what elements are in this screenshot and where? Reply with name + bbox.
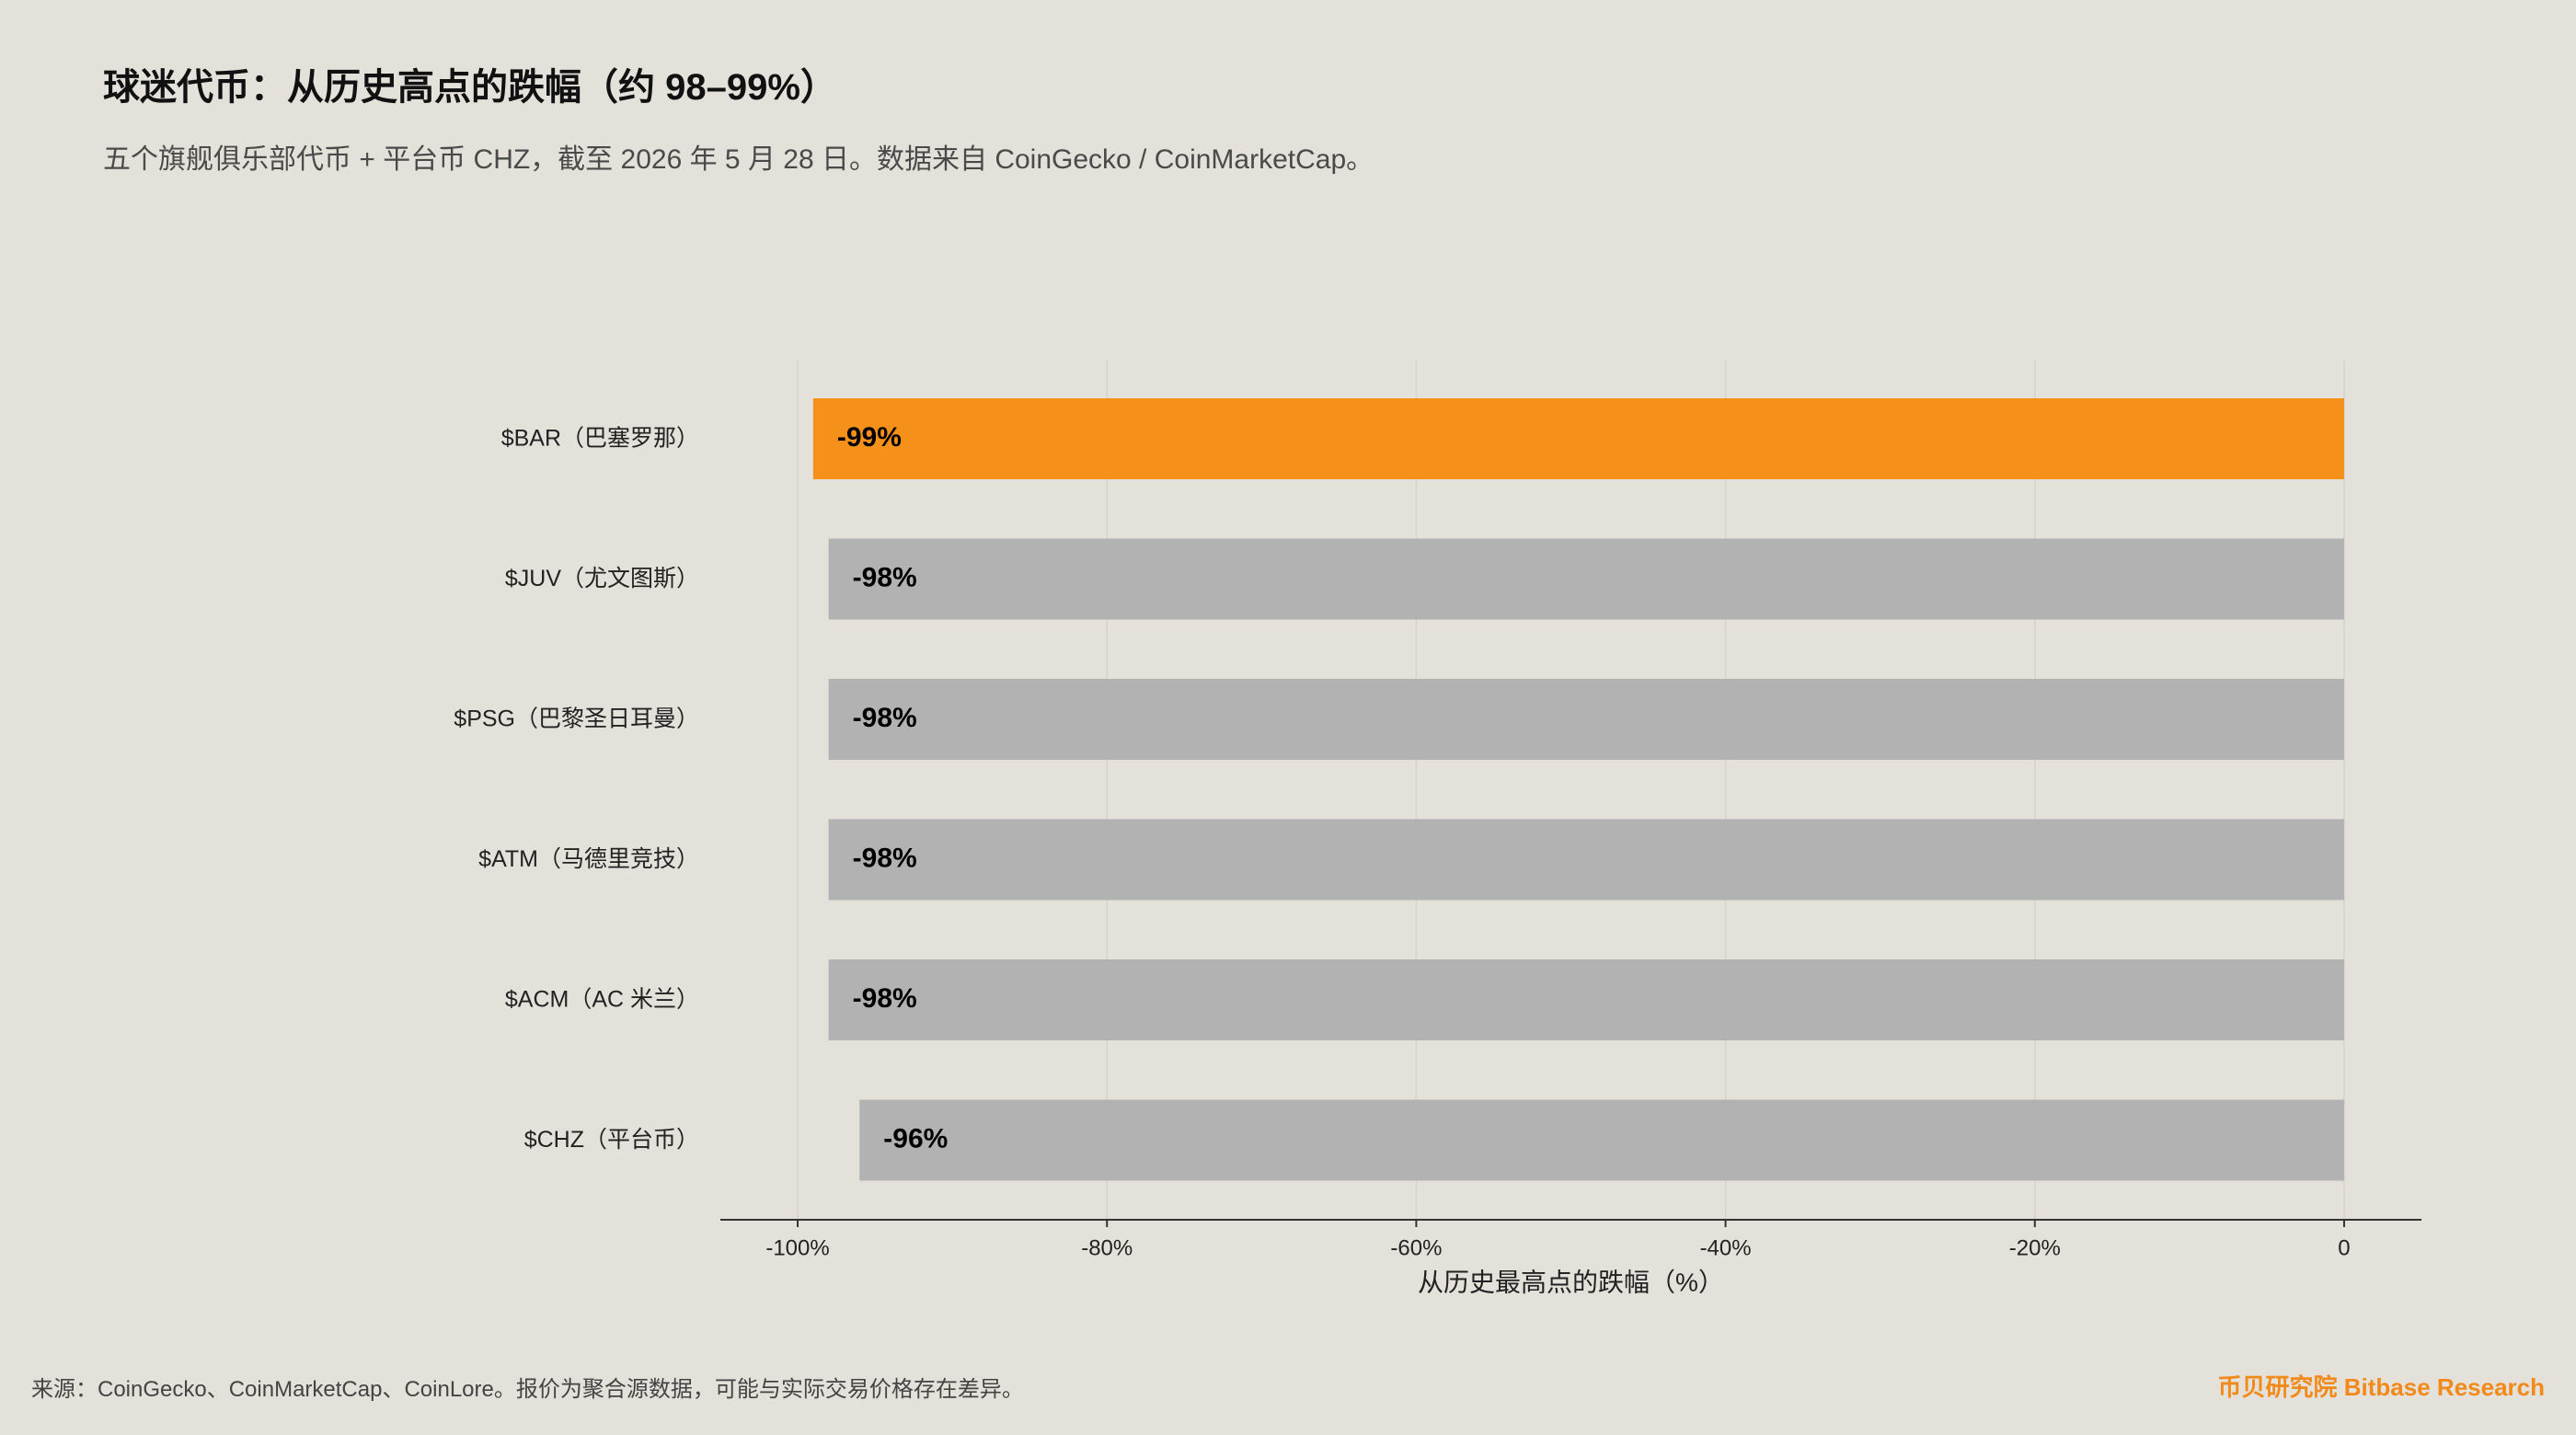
chart-title: 球迷代币：从历史高点的跌幅（约 98–99%） (103, 67, 837, 108)
x-tick-label-1: -80% (1081, 1235, 1133, 1260)
bar-value-label-1: -98% (853, 562, 917, 592)
x-tick-label-3: -40% (1700, 1235, 1752, 1260)
category-label-1: $JUV（尤文图斯） (505, 566, 699, 591)
bar-value-label-0: -99% (837, 422, 902, 453)
bar-5 (859, 1099, 2344, 1181)
category-label-4: $ACM（AC 米兰） (505, 987, 699, 1013)
bar-value-label-4: -98% (853, 983, 917, 1014)
bar-value-label-3: -98% (853, 843, 917, 873)
bar-0 (812, 398, 2344, 479)
category-label-5: $CHZ（平台币） (524, 1127, 699, 1153)
x-axis-label: 从历史最高点的跌幅（%） (1418, 1268, 1724, 1296)
brand-label: 币贝研究院 Bitbase Research (2217, 1373, 2545, 1401)
bar-value-label-2: -98% (853, 703, 917, 733)
bar-4 (828, 959, 2344, 1040)
x-tick-label-2: -60% (1390, 1235, 1442, 1260)
category-label-2: $PSG（巴黎圣日耳曼） (454, 706, 699, 732)
category-label-0: $BAR（巴塞罗那） (501, 426, 699, 452)
bar-value-label-5: -96% (883, 1123, 948, 1154)
x-tick-label-4: -20% (2009, 1235, 2061, 1260)
chart-subtitle: 五个旗舰俱乐部代币 + 平台币 CHZ，截至 2026 年 5 月 28 日。数… (103, 144, 1374, 175)
category-label-3: $ATM（马德里竞技） (478, 846, 699, 872)
x-tick-label-5: 0 (2338, 1235, 2350, 1260)
x-tick-label-0: -100% (765, 1235, 829, 1260)
bar-1 (828, 538, 2344, 620)
bar-3 (828, 819, 2344, 901)
source-note: 来源：CoinGecko、CoinMarketCap、CoinLore。报价为聚… (31, 1377, 1024, 1402)
bar-2 (828, 679, 2344, 760)
